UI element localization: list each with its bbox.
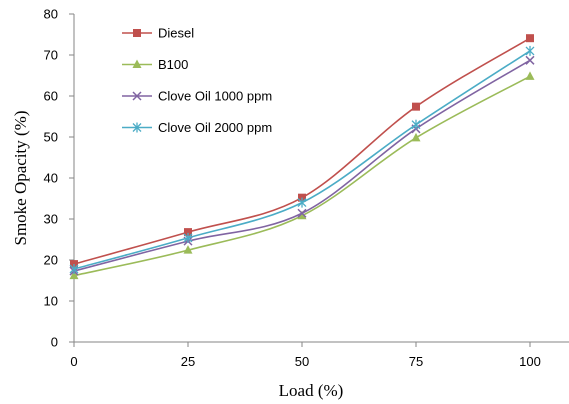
marker-stroke: [297, 208, 307, 218]
series-line: [73, 37, 531, 265]
legend: Diesel B100 Clove Oil 1000 ppm Clove Oil 20…: [122, 26, 272, 135]
legend-item: Clove Oil 1000 ppm: [122, 89, 272, 104]
series-0: [70, 34, 534, 269]
y-tick-label: 80: [44, 7, 58, 22]
data-point: [411, 132, 421, 142]
series-line: [73, 50, 531, 270]
marker-stroke: [525, 55, 535, 65]
legend-marker: [133, 29, 141, 37]
data-point: [183, 232, 193, 243]
data-point: [184, 228, 192, 237]
legend-label: B100: [158, 57, 188, 72]
y-tick-label: 40: [44, 171, 58, 186]
series-line: [73, 59, 531, 272]
x-tick-label: 25: [181, 354, 195, 369]
legend-label: Diesel: [158, 26, 194, 41]
legend-marker: [132, 59, 142, 68]
x-tick-label: 75: [409, 354, 423, 369]
y-tick-label: 60: [44, 89, 58, 104]
x-axis-title: Load (%): [279, 381, 344, 400]
legend-item: Clove Oil 2000 ppm: [122, 120, 272, 135]
legend-label: Clove Oil 1000 ppm: [158, 89, 272, 104]
marker-stroke: [132, 91, 142, 101]
data-point: [411, 119, 421, 130]
series-2: [69, 55, 535, 276]
x-tick-label: 50: [295, 354, 309, 369]
y-tick-label: 70: [44, 48, 58, 63]
data-point: [525, 71, 535, 80]
data-point: [525, 55, 535, 65]
data-point: [526, 34, 534, 43]
data-point: [525, 45, 535, 56]
legend-marker: [132, 122, 142, 133]
legend-label: Clove Oil 2000 ppm: [158, 120, 272, 135]
legend-item: B100: [122, 57, 188, 72]
series-1: [69, 71, 535, 280]
y-tick-label: 50: [44, 130, 58, 145]
x-tick-label: 0: [70, 354, 77, 369]
data-point: [297, 208, 307, 218]
data-point: [412, 102, 420, 111]
legend-marker: [132, 91, 142, 101]
x-tick-label: 100: [519, 354, 541, 369]
data-point: [183, 245, 193, 254]
data-point: [69, 270, 79, 280]
y-tick-label: 20: [44, 253, 58, 268]
y-tick-labels: 0 10 20 30 40 50 60 70 80: [44, 7, 58, 350]
series-3: [69, 45, 535, 275]
legend-item: Diesel: [122, 26, 194, 41]
data-point: [69, 264, 79, 275]
y-tick-label: 0: [51, 335, 58, 350]
x-tick-labels: 0 25 50 75 100: [70, 354, 540, 369]
y-tick-label: 30: [44, 212, 58, 227]
data-point: [297, 197, 307, 208]
series-lines: [69, 34, 535, 280]
y-axis-title: Smoke Opacity (%): [11, 110, 30, 245]
data-point: [297, 210, 307, 220]
axes: [69, 13, 569, 347]
y-tick-label: 10: [44, 294, 58, 309]
